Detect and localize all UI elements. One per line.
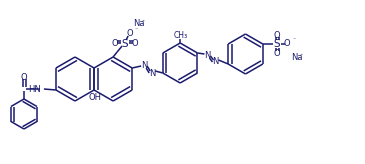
Text: ⁺: ⁺ [299,53,303,59]
Text: Na: Na [133,20,145,29]
Text: ⁻: ⁻ [134,29,138,33]
Text: ⁻: ⁻ [292,39,295,43]
Text: CH₃: CH₃ [174,31,188,41]
Text: O: O [132,39,138,48]
Text: N: N [141,61,147,70]
Text: N: N [149,69,155,78]
Text: O: O [273,31,280,40]
Text: S: S [273,39,280,49]
Text: O: O [284,40,290,49]
Text: ⁺: ⁺ [142,20,145,24]
Text: N: N [212,58,219,66]
Text: HN: HN [28,84,41,93]
Text: Na: Na [291,53,302,62]
Text: S: S [122,39,128,49]
Text: OH: OH [89,93,101,102]
Text: O: O [127,30,134,39]
Text: O: O [273,49,280,58]
Text: O: O [21,72,27,82]
Text: O: O [112,39,118,48]
Text: N: N [204,51,211,60]
